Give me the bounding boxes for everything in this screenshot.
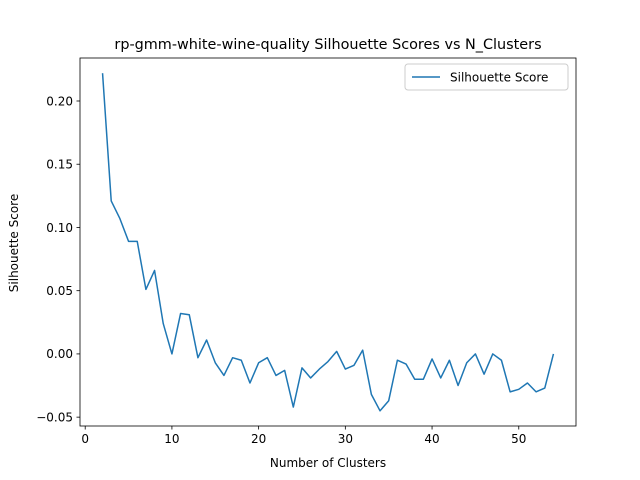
plot-area [79,57,577,427]
x-tick-label: 20 [251,432,266,446]
y-tick-label: 0.10 [46,221,73,235]
legend: Silhouette Score [404,63,569,91]
axes-frame [79,57,577,427]
x-axis-label: Number of Clusters [270,456,386,470]
x-axis: 0 10 20 30 40 50 [81,426,526,446]
legend-box [404,63,569,91]
x-tick-label: 50 [511,432,526,446]
y-tick-label: 0.05 [46,284,73,298]
x-tick-label: 0 [81,432,89,446]
y-tick-label: 0.00 [46,347,73,361]
chart-title: rp-gmm-white-wine-quality Silhouette Sco… [114,37,541,53]
x-tick-label: 10 [164,432,179,446]
x-tick-label: 40 [424,432,439,446]
legend-label: Silhouette Score [450,71,548,85]
x-tick-label: 30 [338,432,353,446]
y-axis: −0.05 0.00 0.05 0.10 0.15 0.20 [36,94,80,424]
y-tick-label: 0.20 [46,94,73,108]
series-line-0 [101,73,555,412]
y-tick-label: −0.05 [36,410,73,424]
y-axis-label: Silhouette Score [7,194,21,292]
y-tick-label: 0.15 [46,158,73,172]
